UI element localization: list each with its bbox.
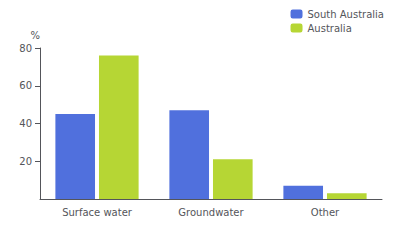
svg-text:Groundwater: Groundwater (178, 207, 244, 218)
svg-text:South Australia: South Australia (308, 9, 384, 20)
svg-text:60: 60 (19, 80, 32, 91)
svg-text:20: 20 (19, 156, 32, 167)
svg-text:Australia: Australia (308, 23, 352, 34)
svg-text:40: 40 (19, 118, 32, 129)
svg-text:%: % (30, 30, 40, 41)
svg-text:Surface water: Surface water (62, 207, 133, 218)
svg-text:Other: Other (311, 207, 340, 218)
svg-text:80: 80 (19, 43, 32, 54)
